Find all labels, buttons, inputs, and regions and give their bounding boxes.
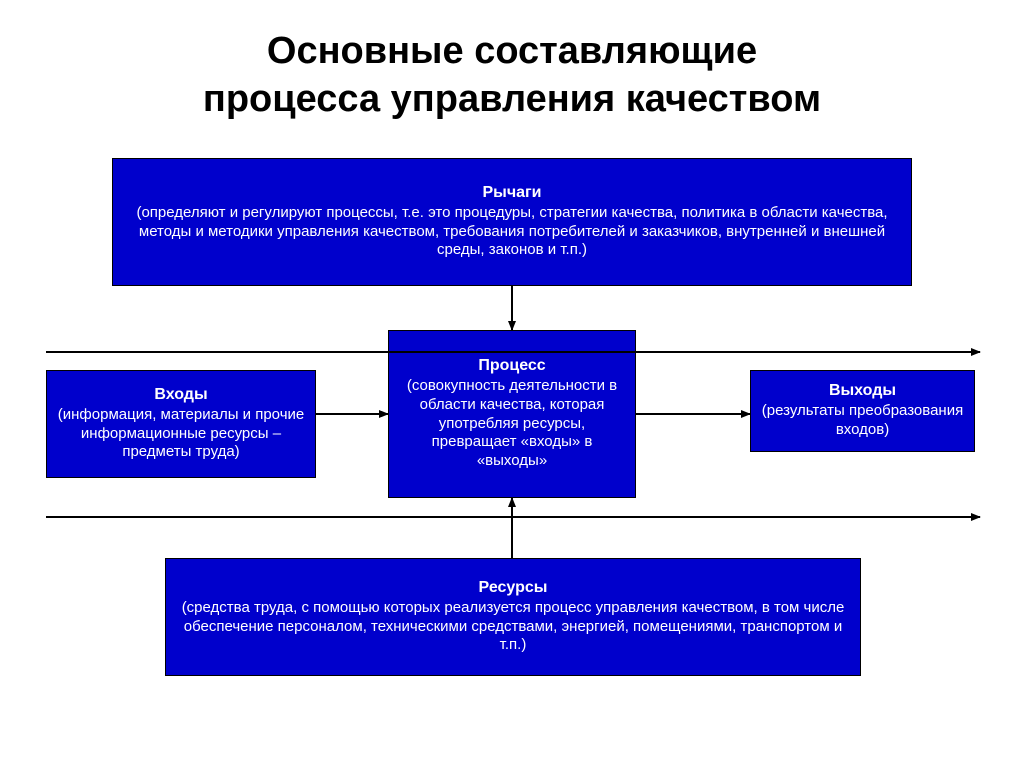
node-levers: Рычаги (определяют и регулируют процессы… <box>112 158 912 286</box>
node-process-body: (совокупность деятельности в области кач… <box>399 377 625 471</box>
node-resources-body: (средства труда, с помощью которых реали… <box>176 599 850 655</box>
title-line1: Основные составляющие <box>267 30 757 72</box>
node-inputs-title: Входы <box>154 386 207 404</box>
title-line2: процесса управления качеством <box>203 78 821 120</box>
node-inputs-body: (информация, материалы и прочие информац… <box>57 406 305 462</box>
node-resources-title: Ресурсы <box>479 579 548 597</box>
node-outputs-body: (результаты преобразования входов) <box>761 402 964 440</box>
node-process: Процесс (совокупность деятельности в обл… <box>388 330 636 498</box>
node-outputs: Выходы (результаты преобразования входов… <box>750 370 975 452</box>
node-levers-title: Рычаги <box>482 184 541 202</box>
diagram-title: Основные составляющие процесса управлени… <box>0 0 1024 123</box>
node-inputs: Входы (информация, материалы и прочие ин… <box>46 370 316 478</box>
node-process-title: Процесс <box>478 357 545 375</box>
node-resources: Ресурсы (средства труда, с помощью котор… <box>165 558 861 676</box>
node-outputs-title: Выходы <box>829 382 896 400</box>
node-levers-body: (определяют и регулируют процессы, т.е. … <box>123 204 901 260</box>
